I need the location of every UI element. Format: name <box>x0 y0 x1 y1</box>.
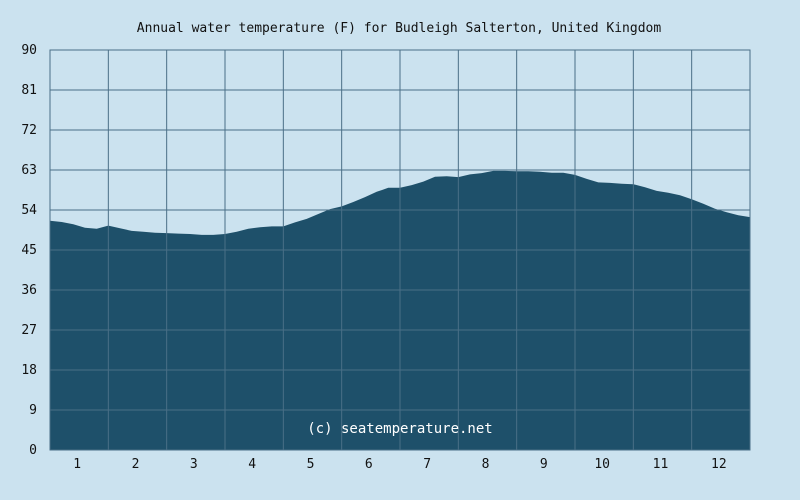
grid-layer <box>49 49 751 451</box>
x-tick-label: 12 <box>711 457 727 472</box>
y-tick-label: 63 <box>21 163 37 178</box>
x-tick-label: 4 <box>248 457 256 472</box>
x-tick-label: 3 <box>190 457 198 472</box>
y-tick-label: 9 <box>29 403 37 418</box>
y-tick-label: 45 <box>21 243 37 258</box>
x-tick-label: 2 <box>132 457 140 472</box>
y-tick-label: 36 <box>21 283 37 298</box>
x-tick-label: 8 <box>482 457 490 472</box>
x-tick-label: 11 <box>653 457 669 472</box>
x-tick-label: 10 <box>594 457 610 472</box>
chart-title: Annual water temperature (F) for Budleig… <box>137 21 662 36</box>
y-tick-label: 90 <box>21 43 37 58</box>
x-tick-label: 1 <box>73 457 81 472</box>
y-tick-label: 27 <box>21 323 37 338</box>
x-tick-label: 9 <box>540 457 548 472</box>
y-tick-label: 54 <box>21 203 37 218</box>
plot-border <box>49 49 751 451</box>
y-tick-label: 72 <box>21 123 37 138</box>
y-axis-ticks: 0 9 18 27 36 45 54 63 72 81 90 <box>21 43 37 458</box>
y-tick-label: 0 <box>29 443 37 458</box>
y-tick-label: 81 <box>21 83 37 98</box>
x-tick-label: 6 <box>365 457 373 472</box>
x-tick-label: 5 <box>307 457 315 472</box>
x-axis-ticks: 1 2 3 4 5 6 7 8 9 10 11 12 <box>73 457 726 472</box>
credit-text: (c) seatemperature.net <box>307 421 492 437</box>
y-tick-label: 18 <box>21 363 37 378</box>
x-tick-label: 7 <box>423 457 431 472</box>
